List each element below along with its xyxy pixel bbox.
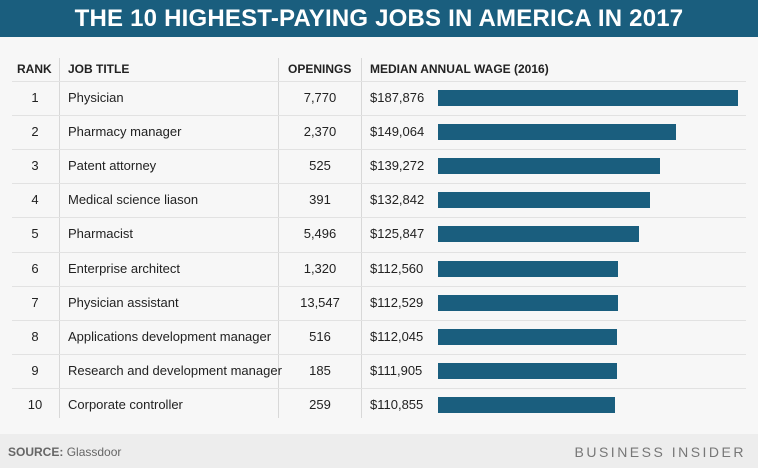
row-divider [12, 183, 746, 185]
wage-bar [438, 90, 738, 106]
wage-label: $132,842 [370, 192, 425, 208]
rank-cell: 10 [27, 396, 43, 412]
wage-label: $187,876 [370, 90, 425, 105]
rank-cell: 2 [31, 124, 39, 140]
footer: SOURCE: Glassdoor BUSINESS INSIDER [0, 434, 758, 468]
rank-cell: 8 [31, 328, 39, 344]
wage-bar [438, 226, 639, 243]
wage-label: $149,064 [370, 124, 425, 140]
wage-bar [438, 260, 618, 277]
wage-bar [438, 396, 615, 413]
wage-bar [438, 362, 617, 379]
wage-bar [438, 158, 661, 175]
job-title-cell: Corporate controller [68, 396, 183, 412]
header-openings: OPENINGS [288, 62, 352, 76]
job-title-cell: Pharmacist [68, 226, 134, 242]
header-rank: RANK [17, 62, 52, 76]
row-divider [12, 217, 746, 219]
wage-bar [438, 124, 676, 141]
source-label: SOURCE: [8, 445, 64, 459]
row-divider [12, 115, 746, 117]
rank-cell: 3 [31, 158, 39, 174]
openings-cell: 391 [309, 192, 331, 208]
openings-cell: 185 [309, 362, 331, 378]
row-divider [12, 81, 746, 82]
job-title-cell: Pharmacy manager [68, 124, 182, 140]
job-title-cell: Applications development manager [68, 328, 272, 344]
rank-cell: 1 [31, 90, 39, 105]
wage-label: $112,560 [370, 260, 424, 276]
job-title-cell: Physician assistant [68, 294, 179, 310]
row-divider [12, 319, 746, 321]
job-title-cell: Medical science liason [68, 192, 199, 208]
rank-cell: 6 [31, 260, 39, 276]
openings-cell: 2,370 [303, 124, 337, 140]
wage-bar [438, 192, 651, 209]
chart-title: THE 10 HIGHEST-PAYING JOBS IN AMERICA IN… [0, 0, 758, 37]
wage-bar [438, 294, 618, 311]
column-divider [361, 58, 362, 418]
rank-cell: 4 [31, 192, 39, 208]
source-note: SOURCE: Glassdoor [8, 445, 121, 459]
job-title-cell: Patent attorney [68, 158, 157, 174]
wage-label: $112,045 [370, 328, 424, 344]
rank-cell: 5 [31, 226, 39, 242]
openings-cell: 259 [309, 396, 331, 412]
row-divider [12, 251, 746, 253]
openings-cell: 525 [309, 158, 331, 174]
job-title-cell: Research and development manager [68, 362, 282, 378]
wage-label: $112,529 [370, 294, 424, 310]
row-divider [12, 353, 746, 355]
openings-cell: 13,547 [300, 294, 340, 310]
openings-cell: 5,496 [303, 226, 337, 242]
source-name: Glassdoor [66, 445, 122, 459]
rank-cell: 7 [31, 294, 39, 310]
rank-cell: 9 [31, 362, 39, 378]
column-divider [59, 58, 60, 418]
wage-label: $139,272 [370, 158, 425, 174]
header-wage: MEDIAN ANNUAL WAGE (2016) [370, 62, 549, 76]
wage-label: $125,847 [370, 226, 425, 242]
openings-cell: 1,320 [303, 260, 337, 276]
job-title-cell: Enterprise architect [68, 260, 180, 276]
openings-cell: 7,770 [303, 90, 337, 105]
openings-cell: 516 [309, 328, 331, 344]
job-title-cell: Physician [68, 90, 124, 105]
row-divider [12, 149, 746, 151]
row-divider [12, 387, 746, 389]
wage-label: $110,855 [370, 396, 424, 412]
row-divider [12, 285, 746, 287]
column-divider [278, 58, 279, 418]
wage-label: $111,905 [370, 362, 423, 378]
brand-logo: BUSINESS INSIDER [574, 444, 746, 460]
wage-bar [438, 328, 617, 345]
header-job-title: JOB TITLE [68, 62, 130, 76]
